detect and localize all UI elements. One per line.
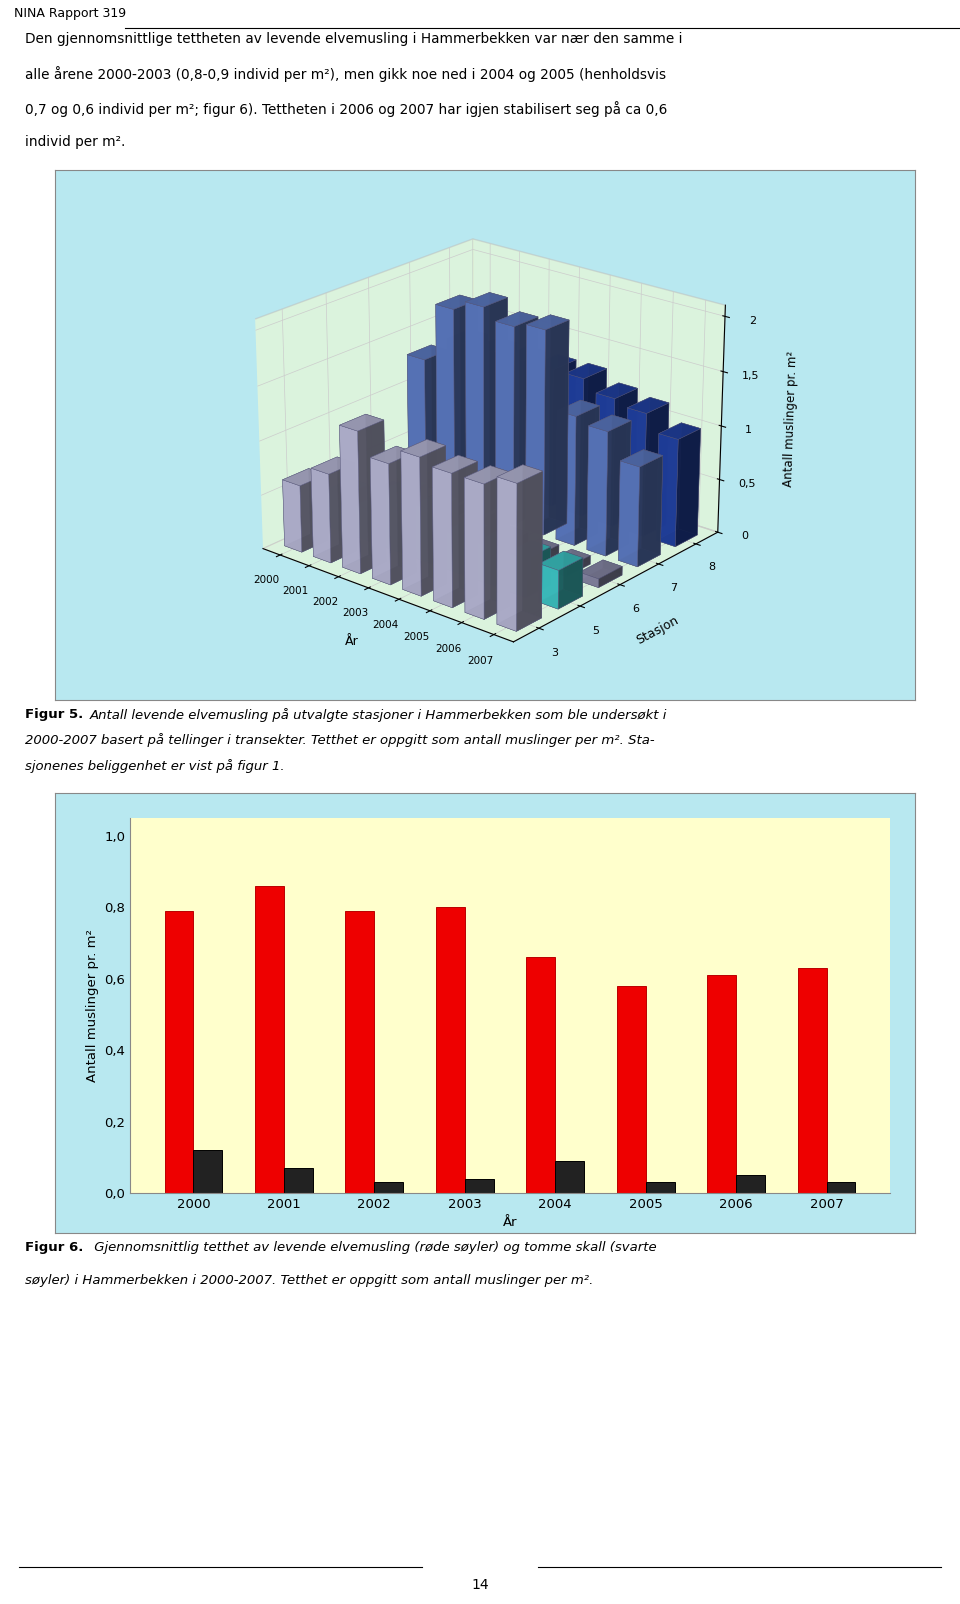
Text: Figur 6.: Figur 6. (25, 1241, 84, 1254)
Bar (646, 1182, 675, 1193)
Bar (436, 908, 465, 1193)
Bar (194, 1150, 223, 1193)
Text: Den gjennomsnittlige tettheten av levende elvemusling i Hammerbekken var nær den: Den gjennomsnittlige tettheten av levend… (25, 32, 683, 47)
Text: søyler) i Hammerbekken i 2000-2007. Tetthet er oppgitt som antall muslinger per : søyler) i Hammerbekken i 2000-2007. Tett… (25, 1274, 593, 1286)
Text: 14: 14 (471, 1578, 489, 1593)
Text: Gjennomsnittlig tetthet av levende elvemusling (røde søyler) og tomme skall (sva: Gjennomsnittlig tetthet av levende elvem… (90, 1241, 657, 1254)
Bar (346, 911, 374, 1193)
Bar (616, 986, 646, 1193)
Bar (555, 1161, 584, 1193)
Y-axis label: Stasjon: Stasjon (634, 613, 681, 646)
Bar (526, 958, 555, 1193)
Text: 2000-2007 basert på tellinger i transekter. Tetthet er oppgitt som antall muslin: 2000-2007 basert på tellinger i transekt… (25, 733, 655, 747)
Bar (827, 1182, 855, 1193)
X-axis label: År: År (346, 635, 359, 648)
Text: Antall levende elvemusling på utvalgte stasjoner i Hammerbekken som ble undersøk: Antall levende elvemusling på utvalgte s… (90, 707, 667, 722)
X-axis label: År: År (503, 1216, 517, 1229)
Bar (465, 1179, 493, 1193)
Bar (284, 1168, 313, 1193)
Text: alle årene 2000-2003 (0,8-0,9 individ per m²), men gikk noe ned i 2004 og 2005 (: alle årene 2000-2003 (0,8-0,9 individ pe… (25, 66, 666, 82)
Text: 0,7 og 0,6 individ per m²; figur 6). Tettheten i 2006 og 2007 har igjen stabilis: 0,7 og 0,6 individ per m²; figur 6). Tet… (25, 101, 667, 117)
Text: Figur 5.: Figur 5. (25, 707, 84, 722)
Bar (164, 911, 194, 1193)
Bar (736, 1176, 765, 1193)
Y-axis label: Antall muslinger pr. m²: Antall muslinger pr. m² (85, 929, 99, 1083)
Bar (798, 967, 827, 1193)
Bar (374, 1182, 403, 1193)
Bar (255, 885, 284, 1193)
Text: individ per m².: individ per m². (25, 135, 126, 149)
Bar (708, 975, 736, 1193)
Text: NINA Rapport 319: NINA Rapport 319 (14, 6, 127, 19)
Text: sjonenes beliggenhet er vist på figur 1.: sjonenes beliggenhet er vist på figur 1. (25, 759, 284, 773)
